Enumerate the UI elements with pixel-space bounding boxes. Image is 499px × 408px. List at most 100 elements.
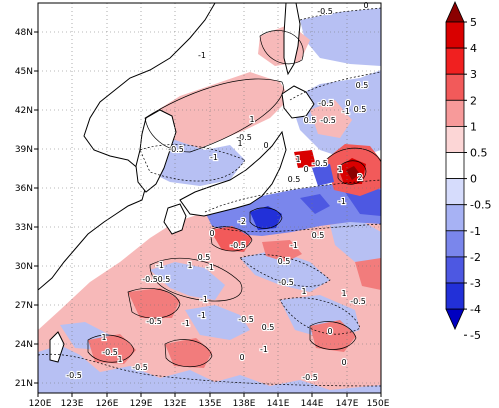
contour-label: 0.5 [354, 105, 367, 114]
lon-label: 147E [336, 399, 359, 408]
contour-label: -1 [338, 197, 346, 206]
contour-label: 0.5 [288, 175, 301, 184]
contour-label: -0.5 [146, 317, 162, 326]
contour-line [289, 71, 381, 101]
contour-label: 0.5 [158, 275, 171, 284]
land-taiwan [49, 331, 65, 363]
ocean-negative-pattern [330, 220, 381, 262]
colorbar-swatch [445, 256, 465, 284]
colorbar-label: 0.5 [470, 147, 488, 160]
contour-label: 0 [209, 229, 214, 238]
lat-axis: 21N 24N 27N 30N 33N 36N 39N 42N 45N 48N [15, 28, 38, 389]
land-asia-continent [38, 3, 216, 291]
colorbar-swatch [445, 47, 465, 75]
colorbar-label: 4 [470, 42, 477, 55]
contour-label: 1 [117, 355, 122, 364]
contour-label: 0 [303, 165, 308, 174]
lon-label: 141E [267, 399, 290, 408]
contour-label: -1 [182, 319, 190, 328]
contour-line [38, 353, 381, 387]
colorbar-swatch [445, 21, 465, 49]
lon-label: 150E [367, 399, 390, 408]
kuroshio-core [300, 194, 330, 214]
contour-labels: -0.50-10.50-0.51-0.50.5 -0.5-1 0.51-0.5-10… [65, 0, 370, 383]
lat-label: 27N [15, 301, 33, 311]
contour-line [239, 254, 331, 287]
lat-label: 48N [15, 28, 33, 38]
lon-label: 129E [130, 399, 153, 408]
contour-line [325, 147, 381, 163]
contour-label: 0.5 [356, 81, 369, 90]
contour-label: -1 [210, 153, 218, 162]
contour-label: 1 [295, 155, 300, 164]
north-positive-field [145, 72, 290, 152]
colorbar-swatch [445, 152, 465, 180]
contour-label: -0.5 [350, 297, 366, 306]
colorbar-label: -2 [470, 251, 481, 264]
contour-label: -0.5 [278, 278, 294, 287]
colorbar-label: -4 [470, 303, 481, 316]
positive-patch [310, 320, 356, 352]
colorbar-swatch [445, 282, 465, 310]
colorbar-label: -1 [470, 225, 481, 238]
contour-label: 1 [341, 289, 346, 298]
contour-label: -0.5 [320, 116, 336, 125]
colorbar-swatch [445, 73, 465, 101]
contour-label: 0 [327, 327, 332, 336]
colorbar-label: -3 [470, 277, 481, 290]
lon-label: 123E [61, 399, 84, 408]
contour-label: -0.5 [317, 7, 333, 16]
contour-line [309, 321, 357, 350]
contour-label: -0.5 [132, 363, 148, 372]
positive-patch [262, 240, 302, 262]
lon-axis: 120E 123E 126E 129E 132E 135E 138E 141E … [29, 393, 390, 408]
north-negative-field [300, 8, 381, 66]
lat-label: 45N [15, 67, 33, 77]
colorbar-swatch [445, 126, 465, 153]
colorbar-min-arrow [445, 308, 465, 331]
contour-label: 1 [249, 115, 254, 124]
lon-label: 144E [301, 399, 324, 408]
colorbar-swatch [445, 178, 465, 206]
colorbar-swatch [445, 204, 465, 232]
contour-label: 1 [337, 165, 342, 174]
contour-label: -0.5 [102, 348, 118, 357]
contour-line [204, 179, 381, 213]
colorbar-swatch [445, 99, 465, 127]
colorbar-label: -5 [470, 329, 481, 342]
lat-label: 42N [15, 106, 33, 116]
contour-label: -1 [206, 263, 214, 272]
positive-patch [88, 334, 136, 364]
contour-label: -0.5 [312, 159, 328, 168]
lon-label: 132E [164, 399, 187, 408]
lon-label: 138E [233, 399, 256, 408]
north-positive-field [310, 100, 352, 138]
land [38, 3, 315, 363]
east-negative-patch [312, 164, 334, 186]
east-positive-anomaly [294, 150, 316, 168]
contour-lines [38, 7, 381, 387]
contour-label: 0 [345, 99, 350, 108]
contour-label: -2 [238, 217, 246, 226]
contour-label: -1 [260, 345, 268, 354]
contour-label: -0.5 [66, 371, 82, 380]
land-sakhalin [283, 3, 301, 76]
contour-label: 1 [101, 333, 106, 342]
gridlines [38, 3, 381, 393]
contour-line [337, 160, 367, 185]
contour-label: 0 [263, 141, 268, 150]
contour-label: -1 [198, 311, 206, 320]
contour-label: -0.5 [168, 145, 184, 154]
lat-label: 30N [15, 262, 33, 272]
colorbar-label: 2 [470, 94, 477, 107]
contour-label: -0.5 [236, 133, 252, 142]
contour-line [259, 30, 304, 65]
contour-label: 0 [341, 358, 346, 367]
contour-label: 0.5 [262, 323, 275, 332]
colorbar-label: 1 [470, 120, 477, 133]
colorbar-label: -0.5 [470, 199, 491, 212]
contour-line [139, 144, 246, 182]
east-positive-anomaly-max [346, 166, 360, 180]
contour-line [164, 339, 213, 368]
